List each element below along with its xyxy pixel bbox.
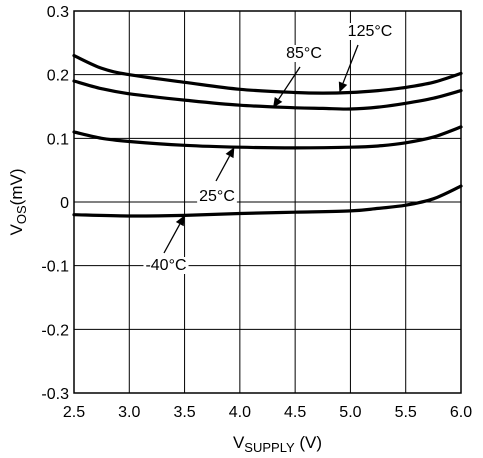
x-tick-label: 2.5 — [63, 404, 85, 421]
annotation-arrow-head — [225, 147, 235, 159]
annotation-arrow-head — [338, 81, 348, 93]
annotation-arrow-line — [215, 155, 231, 182]
y-tick-label: -0.3 — [41, 386, 69, 403]
x-axis-title-unit: (V) — [295, 433, 322, 452]
x-axis-title-sub: SUPPLY — [244, 440, 295, 455]
series-line-1 — [72, 79, 463, 111]
annotation-bg — [345, 23, 395, 40]
x-tick-label: 5.0 — [339, 404, 361, 421]
y-tick-label: 0.3 — [47, 4, 69, 21]
plot-frame — [73, 10, 462, 394]
x-axis-title-main: V — [233, 433, 245, 452]
x-axis-title: VSUPPLY (V) — [233, 433, 322, 455]
annotation-arrow-head — [273, 96, 283, 108]
annotation-bg — [143, 257, 189, 274]
y-axis-title-sub: OS — [14, 205, 29, 224]
x-tick-label: 4.5 — [284, 404, 306, 421]
annotation-arrow-line — [342, 44, 359, 84]
annotation-arrow-line — [278, 66, 301, 100]
annotation-label: 25°C — [199, 188, 235, 205]
y-tick-label: -0.1 — [41, 259, 69, 276]
annotation-label: 125°C — [348, 23, 393, 40]
annotation-bg — [197, 188, 237, 205]
x-tick-label: 3.0 — [118, 404, 140, 421]
y-tick-label: 0.2 — [47, 68, 69, 85]
annotation-label: -40°C — [145, 257, 186, 274]
x-tick-label: 6.0 — [450, 404, 472, 421]
annotation-arrow-head — [175, 215, 185, 227]
grid — [73, 10, 462, 394]
annotation-label: 85°C — [286, 45, 322, 62]
annotation-bg — [284, 45, 324, 62]
y-tick-label: 0 — [60, 195, 69, 212]
series-line-2 — [72, 125, 463, 150]
annotation-arrow-line — [163, 223, 181, 254]
series-line-3 — [72, 184, 463, 218]
annotations: 125°C 85°C 25°C -40°C — [143, 23, 395, 274]
x-tick-labels: 2.5 3.0 3.5 4.0 4.5 5.0 5.5 6.0 — [63, 404, 472, 421]
y-tick-label: -0.2 — [41, 322, 69, 339]
y-axis-title-main: V — [7, 223, 26, 235]
x-tick-label: 3.5 — [173, 404, 195, 421]
y-tick-label: 0.1 — [47, 131, 69, 148]
series-line-0 — [72, 54, 463, 95]
y-tick-labels: 0.3 0.2 0.1 0 -0.1 -0.2 -0.3 — [41, 4, 69, 403]
x-tick-label: 4.0 — [229, 404, 251, 421]
x-tick-label: 5.5 — [395, 404, 417, 421]
y-axis-title-unit: (mV) — [7, 169, 26, 206]
y-axis-title: VOS(mV) — [7, 169, 29, 236]
series-group — [72, 54, 463, 218]
